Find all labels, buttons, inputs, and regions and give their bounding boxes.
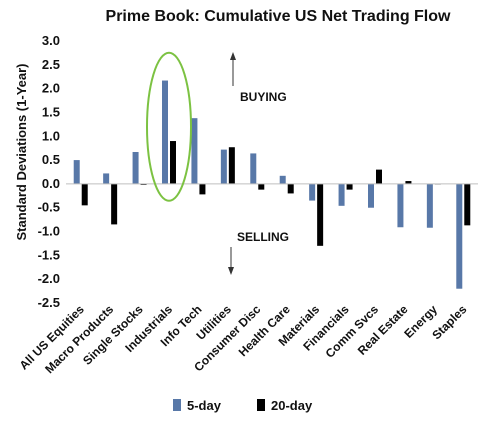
bar-20-day [199, 183, 206, 195]
legend-swatch-5-day [173, 399, 181, 411]
bar-5-day [103, 173, 110, 184]
bar-20-day [464, 183, 471, 226]
y-tick-label: 2.0 [42, 81, 60, 96]
y-tick-label: -1.0 [38, 224, 60, 239]
bar-20-day [258, 183, 265, 190]
y-tick-label: -2.5 [38, 295, 60, 310]
industrials-highlight-ellipse [146, 51, 192, 202]
y-tick-label: 2.5 [42, 57, 60, 72]
y-tick-label: -2.0 [38, 271, 60, 286]
y-tick-label: 1.0 [42, 128, 60, 143]
bar-20-day [170, 141, 176, 184]
bar-20-day [405, 181, 412, 184]
bar-5-day [191, 118, 198, 184]
bar-5-day [132, 151, 139, 184]
bar-5-day [338, 183, 345, 206]
bar-20-day [346, 183, 353, 190]
y-tick-label: 0.0 [42, 176, 60, 191]
bar-5-day [220, 149, 227, 184]
bars [73, 80, 471, 289]
legend-swatch-20-day [257, 399, 265, 411]
legend: 5-day 20-day [173, 398, 313, 413]
y-tick-label: 0.5 [42, 152, 60, 167]
bar-20-day [317, 183, 324, 246]
bar-5-day [426, 183, 433, 228]
buying-arrowhead [230, 52, 236, 60]
buying-annotation: BUYING [230, 52, 287, 104]
bar-20-day [228, 147, 235, 184]
y-tick-label: -1.5 [38, 247, 60, 262]
legend-label-5-day: 5-day [187, 398, 222, 413]
selling-annotation: SELLING [228, 230, 289, 275]
bar-5-day [279, 175, 286, 184]
bar-5-day [73, 160, 80, 184]
bar-5-day [368, 183, 374, 208]
bar-5-day [309, 183, 316, 201]
chart-title: Prime Book: Cumulative US Net Trading Fl… [106, 8, 451, 25]
y-tick-label: 1.5 [42, 104, 60, 119]
bar-5-day [397, 183, 404, 228]
buying-label: BUYING [240, 90, 287, 104]
y-tick-label: 3.0 [42, 33, 60, 48]
selling-label: SELLING [237, 230, 289, 244]
bar-20-day [376, 169, 382, 184]
y-tick-label: -0.5 [38, 200, 60, 215]
y-axis-ticks: 3.0 2.5 2.0 1.5 1.0 0.5 0.0 -0.5 -1.0 -1.5 -2.0 -2.… [38, 33, 60, 310]
selling-arrowhead [228, 267, 234, 275]
legend-label-20-day: 20-day [271, 398, 313, 413]
bar-5-day [456, 183, 463, 289]
bar-20-day [287, 183, 294, 194]
bar-20-day [111, 183, 118, 225]
bar-5-day [162, 80, 168, 184]
y-axis-label: Standard Deviations (1-Year) [14, 64, 29, 241]
bar-20-day [81, 183, 88, 206]
bar-5-day [250, 153, 257, 184]
